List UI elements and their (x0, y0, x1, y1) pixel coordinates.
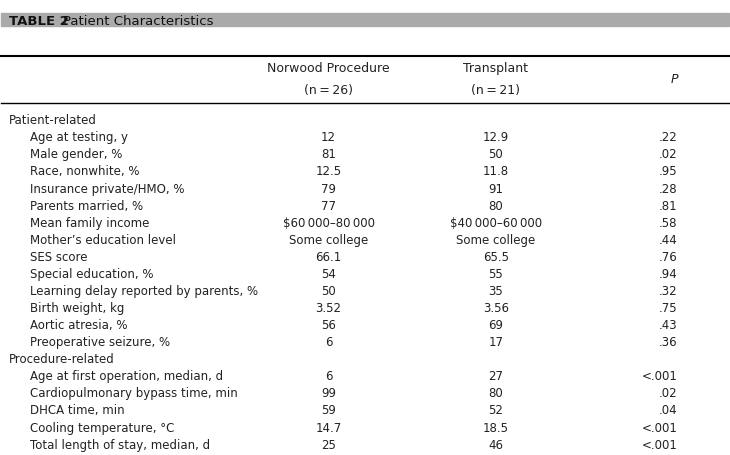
Text: 27: 27 (488, 370, 504, 383)
Text: 12.9: 12.9 (483, 131, 509, 144)
Text: <.001: <.001 (642, 421, 677, 435)
Text: Preoperative seizure, %: Preoperative seizure, % (31, 336, 171, 349)
Text: .75: .75 (659, 302, 677, 315)
Text: P: P (670, 73, 677, 86)
Text: .94: .94 (659, 268, 677, 281)
Text: .76: .76 (659, 251, 677, 264)
Text: $40 000–60 000: $40 000–60 000 (450, 217, 542, 230)
Text: .22: .22 (659, 131, 677, 144)
Text: Patient-related: Patient-related (9, 114, 96, 127)
Text: Aortic atresia, %: Aortic atresia, % (31, 319, 128, 332)
Text: Cardiopulmonary bypass time, min: Cardiopulmonary bypass time, min (31, 387, 238, 400)
Text: 12: 12 (321, 131, 336, 144)
Text: 80: 80 (488, 200, 503, 212)
Text: 99: 99 (321, 387, 336, 400)
Text: 50: 50 (488, 148, 503, 162)
Text: 65.5: 65.5 (483, 251, 509, 264)
Text: Age at first operation, median, d: Age at first operation, median, d (31, 370, 223, 383)
Text: Birth weight, kg: Birth weight, kg (31, 302, 125, 315)
Text: 6: 6 (325, 336, 332, 349)
Text: 79: 79 (321, 182, 336, 196)
Text: Some college: Some college (289, 234, 368, 247)
Text: SES score: SES score (31, 251, 88, 264)
Text: 12.5: 12.5 (315, 166, 342, 178)
Text: Mean family income: Mean family income (31, 217, 150, 230)
Text: 50: 50 (321, 285, 336, 298)
Text: .36: .36 (659, 336, 677, 349)
Text: .28: .28 (659, 182, 677, 196)
Text: 69: 69 (488, 319, 504, 332)
Text: .58: .58 (659, 217, 677, 230)
Text: .04: .04 (659, 404, 677, 417)
Text: 17: 17 (488, 336, 504, 349)
Text: TABLE 2: TABLE 2 (9, 15, 69, 28)
Text: Total length of stay, median, d: Total length of stay, median, d (31, 439, 210, 451)
Text: 11.8: 11.8 (483, 166, 509, 178)
Text: 3.56: 3.56 (483, 302, 509, 315)
Text: 66.1: 66.1 (315, 251, 342, 264)
Text: 55: 55 (488, 268, 503, 281)
Text: 81: 81 (321, 148, 336, 162)
Text: .95: .95 (659, 166, 677, 178)
Text: Male gender, %: Male gender, % (31, 148, 123, 162)
Text: 35: 35 (488, 285, 503, 298)
Text: Learning delay reported by parents, %: Learning delay reported by parents, % (31, 285, 258, 298)
Text: Race, nonwhite, %: Race, nonwhite, % (31, 166, 140, 178)
Text: (n = 21): (n = 21) (472, 84, 520, 97)
Text: 18.5: 18.5 (483, 421, 509, 435)
Text: 54: 54 (321, 268, 336, 281)
Text: <.001: <.001 (642, 439, 677, 451)
Text: 14.7: 14.7 (315, 421, 342, 435)
Text: 6: 6 (325, 370, 332, 383)
Text: Mother’s education level: Mother’s education level (31, 234, 177, 247)
Text: .32: .32 (659, 285, 677, 298)
Bar (1, 13, 729, 26)
Text: 52: 52 (488, 404, 504, 417)
Text: 56: 56 (321, 319, 336, 332)
Text: .02: .02 (659, 387, 677, 400)
Text: Parents married, %: Parents married, % (31, 200, 144, 212)
Text: 3.52: 3.52 (315, 302, 342, 315)
Text: 25: 25 (321, 439, 336, 451)
Text: Some college: Some college (456, 234, 536, 247)
Text: 91: 91 (488, 182, 504, 196)
Text: Transplant: Transplant (464, 61, 529, 75)
Text: .81: .81 (659, 200, 677, 212)
Text: 80: 80 (488, 387, 503, 400)
Text: <.001: <.001 (642, 370, 677, 383)
Text: Insurance private/HMO, %: Insurance private/HMO, % (31, 182, 185, 196)
Text: Patient Characteristics: Patient Characteristics (64, 15, 214, 28)
Text: Age at testing, y: Age at testing, y (31, 131, 128, 144)
Text: Norwood Procedure: Norwood Procedure (267, 61, 390, 75)
Text: 77: 77 (321, 200, 336, 212)
Text: 46: 46 (488, 439, 504, 451)
Text: $60 000–80 000: $60 000–80 000 (283, 217, 374, 230)
Text: Procedure-related: Procedure-related (9, 353, 115, 366)
Text: .43: .43 (659, 319, 677, 332)
Text: (n = 26): (n = 26) (304, 84, 353, 97)
Text: Special education, %: Special education, % (31, 268, 154, 281)
Text: 59: 59 (321, 404, 336, 417)
Text: DHCA time, min: DHCA time, min (31, 404, 125, 417)
Text: Cooling temperature, °C: Cooling temperature, °C (31, 421, 175, 435)
Text: .44: .44 (659, 234, 677, 247)
Text: .02: .02 (659, 148, 677, 162)
